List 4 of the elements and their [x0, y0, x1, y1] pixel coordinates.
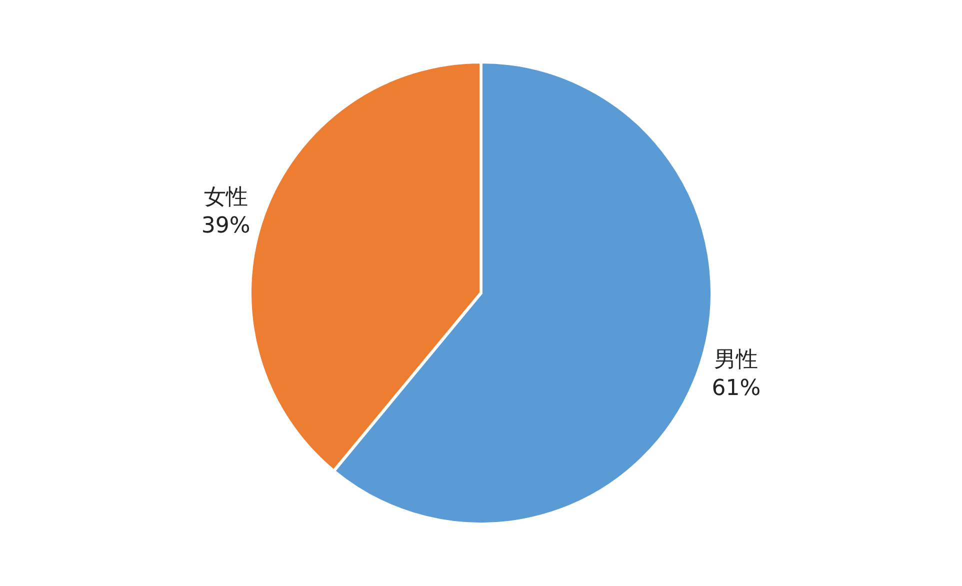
slice-label: 女性 [204, 184, 248, 210]
data-label: 61% [712, 376, 761, 402]
slice-label: 男性 [714, 348, 758, 373]
data-label: 39% [201, 213, 250, 238]
